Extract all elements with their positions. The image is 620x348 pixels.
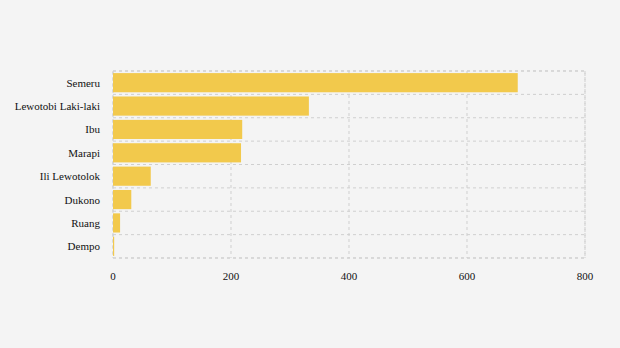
band-line [113,141,585,142]
category-label: Dempo [68,240,101,252]
bar [113,143,241,162]
band-line [113,94,585,95]
chart: Semeru Lewotobi Laki-laki Ibu Marapi Ili Lew… [0,0,620,348]
background [0,0,620,348]
category-label: Semeru [66,77,100,89]
bar [113,96,309,115]
bar [113,120,242,139]
bars [113,73,518,256]
tick-label: 800 [577,270,594,282]
bar [113,73,518,92]
tick-label: 600 [459,270,476,282]
grid-line [349,71,350,258]
plot-frame [113,71,585,258]
grid-line [467,71,468,258]
category-label: Ili Lewotolok [40,170,101,182]
band-line [113,164,585,165]
bar [113,167,151,186]
bar [113,213,120,232]
tick-label: 200 [223,270,240,282]
bar [113,237,114,256]
tick-label: 400 [341,270,358,282]
category-label: Ruang [71,217,100,229]
tick-label: 0 [110,270,116,282]
bar [113,190,131,209]
category-label: Lewotobi Laki-laki [15,100,100,112]
category-label: Ibu [85,123,100,135]
band-line [113,117,585,118]
category-label: Dukono [65,194,101,206]
category-label: Marapi [68,147,100,159]
